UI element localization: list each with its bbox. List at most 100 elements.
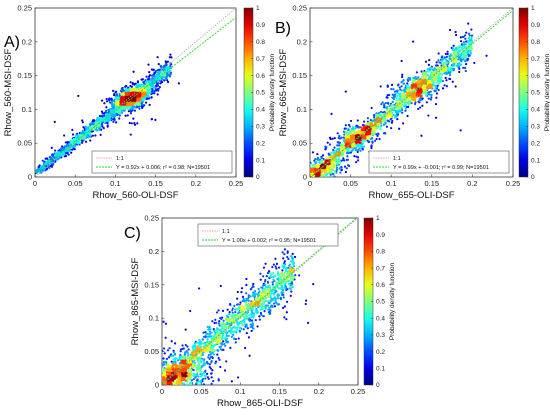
data-point xyxy=(91,134,95,137)
data-point xyxy=(208,365,211,369)
data-point xyxy=(464,62,468,66)
data-point xyxy=(359,145,362,149)
x-tick-label: 0.05 xyxy=(343,179,358,188)
data-point xyxy=(328,153,331,156)
data-point xyxy=(361,123,364,127)
data-point xyxy=(115,106,118,109)
data-point xyxy=(375,137,378,141)
data-point xyxy=(120,99,123,102)
data-point xyxy=(140,85,143,88)
data-point xyxy=(314,158,317,161)
data-point xyxy=(440,79,443,83)
data-point xyxy=(219,365,222,369)
data-point xyxy=(425,92,428,96)
data-point xyxy=(109,116,112,119)
data-point xyxy=(152,69,155,72)
data-point xyxy=(340,143,343,146)
data-point xyxy=(420,70,423,73)
data-point xyxy=(370,137,374,140)
data-point xyxy=(259,278,262,281)
colorbar-tick-label: 0.1 xyxy=(256,157,265,164)
data-point xyxy=(357,149,360,152)
data-point xyxy=(438,61,441,64)
data-point xyxy=(50,157,54,160)
y-tick-label: 0.2 xyxy=(297,37,307,46)
data-point xyxy=(50,146,53,149)
data-point xyxy=(407,76,410,79)
data-point xyxy=(437,78,440,81)
data-point xyxy=(110,114,113,117)
data-point xyxy=(208,363,211,366)
data-point xyxy=(389,114,393,117)
data-point xyxy=(237,376,240,379)
data-point xyxy=(48,166,51,170)
data-point xyxy=(458,49,462,52)
data-point xyxy=(372,114,376,117)
data-point xyxy=(430,96,433,99)
data-point xyxy=(259,311,262,315)
data-point xyxy=(73,144,76,147)
data-point xyxy=(359,126,362,129)
colorbar-tick-label: 0.3 xyxy=(256,124,265,131)
legend-item-fit: Y = 0.92x + 0.006; r² = 0.98; N=19501 xyxy=(116,165,210,171)
data-point xyxy=(384,118,387,121)
data-point xyxy=(138,92,141,96)
data-point xyxy=(416,84,420,87)
panel-b: 000.050.050.10.10.150.150.20.20.250.25Rh… xyxy=(275,4,550,202)
data-point xyxy=(335,162,338,165)
data-point xyxy=(400,85,403,88)
data-point xyxy=(485,54,488,57)
data-point xyxy=(352,135,356,138)
data-point xyxy=(467,47,470,50)
data-point xyxy=(129,105,132,108)
data-point xyxy=(202,383,205,385)
data-point xyxy=(132,91,135,94)
data-point xyxy=(452,63,455,66)
data-point xyxy=(383,116,386,119)
data-point xyxy=(467,32,471,35)
data-point xyxy=(394,93,397,96)
data-point xyxy=(450,69,453,72)
data-point xyxy=(340,168,343,171)
data-point xyxy=(428,67,431,70)
data-point xyxy=(129,84,132,88)
data-point xyxy=(359,149,362,152)
data-point xyxy=(342,130,346,133)
data-point xyxy=(324,171,327,174)
data-point xyxy=(437,52,440,55)
data-point xyxy=(345,167,348,170)
data-point xyxy=(419,90,422,93)
data-point xyxy=(259,272,262,275)
data-point xyxy=(411,85,414,88)
data-point xyxy=(355,161,358,164)
data-point xyxy=(458,55,461,59)
data-point xyxy=(206,372,209,375)
data-point xyxy=(331,160,335,163)
data-point xyxy=(100,110,104,113)
data-point xyxy=(444,58,447,61)
data-point xyxy=(122,92,125,95)
data-point xyxy=(102,127,105,130)
data-point xyxy=(73,139,76,142)
data-point xyxy=(103,120,106,123)
data-point xyxy=(406,98,409,101)
x-tick-label: 0.2 xyxy=(191,179,201,188)
x-axis-label: Rhow_560-OLI-DSF xyxy=(92,190,178,201)
data-point xyxy=(108,97,111,100)
data-point xyxy=(160,66,163,69)
data-point xyxy=(354,126,357,129)
data-point xyxy=(132,93,135,96)
data-point xyxy=(373,132,376,135)
data-point xyxy=(350,137,354,140)
data-point xyxy=(385,125,389,128)
data-point xyxy=(427,63,430,66)
data-point xyxy=(129,103,132,107)
data-point xyxy=(115,90,118,93)
data-point xyxy=(266,271,270,275)
data-point xyxy=(379,85,382,88)
data-point xyxy=(320,156,323,159)
data-point xyxy=(305,299,308,302)
data-point xyxy=(100,117,103,120)
data-point xyxy=(386,84,389,87)
